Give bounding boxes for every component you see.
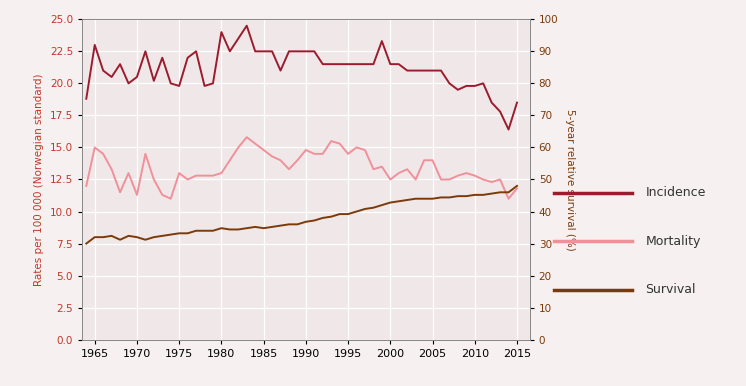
Y-axis label: Rates per 100 000 (Norwegian standard): Rates per 100 000 (Norwegian standard) (34, 73, 44, 286)
Text: Incidence: Incidence (645, 186, 706, 199)
Y-axis label: 5-year relative survival (%): 5-year relative survival (%) (565, 108, 575, 251)
Text: Mortality: Mortality (645, 235, 700, 248)
Text: Survival: Survival (645, 283, 696, 296)
